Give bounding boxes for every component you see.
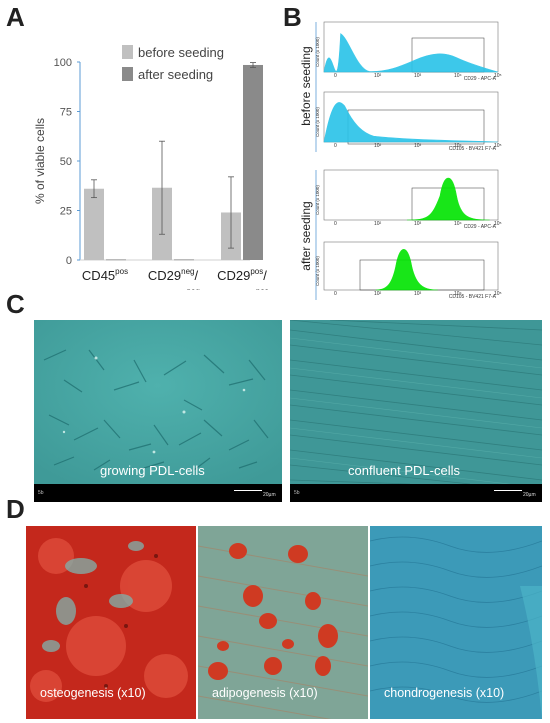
caption-adipogenesis: adipogenesis (x10): [212, 686, 318, 700]
scale-bar-label: 20µm: [263, 492, 276, 498]
histogram-y-label: Count (x 1000): [315, 107, 320, 137]
caption-confluent-pdl: confluent PDL-cells: [348, 463, 460, 478]
histogram-x-tick: 10⁵: [494, 221, 502, 227]
legend-label: after seeding: [138, 67, 213, 82]
histogram-x-tick: 10²: [374, 73, 382, 79]
y-tick-label: 0: [66, 255, 72, 267]
micrograph-growing-pdl: 5b 20µm growing PDL-cells: [34, 320, 282, 502]
category-label: CD29pos/: [217, 267, 267, 283]
histogram-x-tick: 0: [334, 291, 337, 297]
category-label-line2: CD105neg: [146, 287, 200, 290]
histogram-y-label: Count (x 1000): [315, 185, 320, 215]
y-tick-label: 100: [54, 57, 72, 69]
group-label-after: after seeding: [299, 201, 313, 270]
histogram-x-tick: 10²: [374, 143, 382, 149]
panel-letter-d: D: [6, 494, 25, 524]
y-tick-label: 25: [60, 206, 72, 218]
category-label: CD45pos: [82, 267, 128, 283]
bar: [174, 259, 194, 261]
histogram-frame: [323, 169, 499, 221]
legend-label: before seeding: [138, 45, 224, 60]
histogram-axis-label: CD29 - APC-A: [464, 224, 497, 230]
caption-chondrogenesis: chondrogenesis (x10): [384, 686, 505, 700]
category-label: CD29neg/: [148, 267, 199, 283]
bar: [243, 64, 263, 260]
panel-letter-b: B: [283, 2, 302, 32]
histogram-axis-label: CD29 - APC-A: [464, 76, 497, 82]
micrograph-growing-pdl-image: [34, 320, 282, 484]
histogram-curve: [323, 102, 499, 143]
y-tick-label: 75: [60, 107, 72, 119]
micrograph-confluent-pdl-image: [290, 320, 542, 489]
micrograph-chondrogenesis-image: [370, 526, 542, 719]
micrograph-confluent-pdl: 5b 20µm confluent PDL-cells: [290, 320, 542, 502]
scale-bar-strip: 5b 20µm: [34, 484, 282, 502]
histogram-x-tick: 10³: [414, 291, 422, 297]
histogram-2: CD29 - APC-A Count (x 1000) 0 10² 10³ 10⁴ 10⁵: [315, 169, 502, 230]
histogram-axis-label: CD105 - BV421 F7-A: [449, 294, 497, 300]
corner-label: 5b: [294, 490, 300, 496]
micrograph-chondrogenesis: chondrogenesis (x10): [370, 526, 542, 719]
panel-letter-c: C: [6, 289, 25, 319]
histogram-0: CD29 - APC-A Count (x 1000) 0 10² 10³ 10⁴ 10⁵: [315, 21, 502, 82]
histogram-x-tick: 0: [334, 73, 337, 79]
y-axis-label: % of viable cells: [33, 118, 47, 204]
scale-bar: [494, 490, 522, 491]
category-label-line2: CD105pos: [215, 287, 268, 290]
histogram-x-tick: 10²: [374, 221, 382, 227]
caption-growing-pdl: growing PDL-cells: [100, 463, 205, 478]
micrograph-adipogenesis-image: [198, 526, 368, 719]
histogram-x-tick: 10⁴: [454, 143, 462, 149]
histogram-x-tick: 10⁵: [494, 291, 502, 297]
histogram-x-tick: 0: [334, 143, 337, 149]
histogram-curve: [375, 248, 438, 291]
histogram-y-label: Count (x 1000): [315, 37, 320, 67]
histogram-curve: [323, 33, 499, 73]
histogram-x-tick: 0: [334, 221, 337, 227]
legend-swatch: [122, 45, 133, 59]
micrograph-adipogenesis: adipogenesis (x10): [198, 526, 368, 719]
bar-chart: 0 25 50 75 100 % of viable cells CD45pos CD29ne…: [33, 45, 269, 290]
histogram-x-tick: 10³: [414, 143, 422, 149]
legend-swatch: [122, 67, 133, 81]
histogram-x-tick: 10⁴: [454, 291, 462, 297]
histogram-x-tick: 10⁵: [494, 143, 502, 149]
corner-label: 5b: [38, 490, 44, 496]
histogram-x-tick: 10⁴: [454, 73, 462, 79]
caption-osteogenesis: osteogenesis (x10): [40, 686, 146, 700]
histogram-curve: [406, 177, 490, 221]
histogram-3: CD105 - BV421 F7-A Count (x 1000) 0 10² 10³ 1…: [315, 241, 502, 300]
histogram-x-tick: 10²: [374, 291, 382, 297]
histogram-axis-label: CD105 - BV421 F7-A: [449, 146, 497, 152]
histogram-x-tick: 10³: [414, 221, 422, 227]
histogram-1: CD105 - BV421 F7-A Count (x 1000) 0 10² 10³ 1…: [315, 91, 502, 152]
scale-bar-label: 20µm: [523, 492, 536, 498]
scale-bar: [234, 490, 262, 491]
y-tick-label: 50: [60, 156, 72, 168]
histogram-x-tick: 10⁴: [454, 221, 462, 227]
histogram-x-tick: 10³: [414, 73, 422, 79]
micrograph-osteogenesis-image: [26, 526, 196, 719]
histogram-y-label: Count (x 1000): [315, 256, 320, 286]
micrograph-osteogenesis: osteogenesis (x10): [26, 526, 196, 719]
histogram-x-tick: 10⁵: [494, 73, 502, 79]
bar: [84, 188, 104, 260]
panel-letter-a: A: [6, 2, 25, 32]
group-label-before: before seeding: [299, 46, 313, 125]
bar: [106, 259, 126, 261]
scale-bar-strip: 5b 20µm: [290, 484, 542, 502]
